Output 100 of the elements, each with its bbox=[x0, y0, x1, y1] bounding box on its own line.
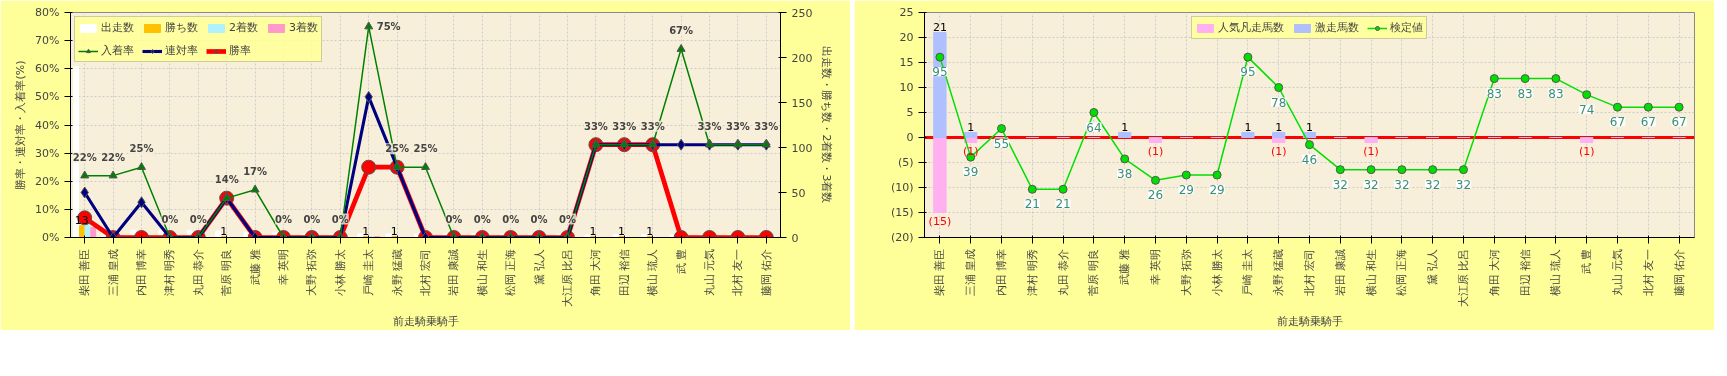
data-label: 33% bbox=[583, 120, 608, 132]
data-label: 39 bbox=[963, 165, 979, 180]
data-label: 83 bbox=[1517, 86, 1533, 101]
data-label: 67 bbox=[1640, 115, 1656, 130]
x-tick-label: 津村 明秀 bbox=[163, 248, 177, 296]
y2-tick-label: 100 bbox=[791, 141, 813, 155]
data-label: 32 bbox=[1332, 177, 1348, 192]
y-tick-label: 10 bbox=[899, 81, 914, 94]
x-tick-label: 岩田 康誠 bbox=[1333, 248, 1347, 296]
x-tick-label: 横山 和生 bbox=[1364, 248, 1378, 296]
y-tick-label: (20) bbox=[890, 231, 914, 244]
data-label: 21 bbox=[1055, 197, 1071, 212]
x-tick-label: 藤岡 佑介 bbox=[1672, 248, 1686, 296]
data-label: 75% bbox=[376, 21, 401, 33]
data-label: (1) bbox=[1363, 144, 1379, 158]
y-tick-label: 60% bbox=[35, 62, 60, 76]
x-axis-title: 前走騎乗騎手 bbox=[392, 315, 459, 328]
y-tick-label: 80% bbox=[35, 6, 60, 19]
data-label: 1 bbox=[1306, 120, 1313, 134]
legend-label: 連対率 bbox=[165, 43, 198, 58]
x-tick-label: 菅原 明良 bbox=[1087, 248, 1101, 296]
x-tick-label: 北村 宏司 bbox=[419, 248, 432, 296]
y-tick-label: 0% bbox=[42, 231, 60, 244]
data-label: 55 bbox=[993, 136, 1010, 151]
data-label: 67 bbox=[1671, 115, 1687, 130]
legend-label: 人気凡走馬数 bbox=[1218, 20, 1284, 35]
x-tick-label: 武 豊 bbox=[1580, 248, 1594, 274]
data-label: 0% bbox=[502, 213, 520, 225]
data-label: 32 bbox=[1394, 177, 1410, 192]
data-label: 83 bbox=[1548, 86, 1564, 101]
data-label: (15) bbox=[928, 214, 952, 228]
x-tick-label: 大江原 比呂 bbox=[561, 248, 574, 307]
data-label: 67% bbox=[669, 25, 694, 37]
x-tick-label: 柴田 善臣 bbox=[78, 248, 92, 296]
data-label: 22% bbox=[72, 151, 97, 163]
y-tick-label: 20% bbox=[35, 174, 60, 188]
x-tick-label: 戸崎 圭太 bbox=[1241, 248, 1255, 296]
data-label: 1 bbox=[589, 224, 597, 238]
y-tick-label: 15 bbox=[899, 56, 914, 69]
data-label: 17% bbox=[243, 165, 268, 177]
y-tick-label: (5) bbox=[897, 156, 914, 169]
x-tick-label: 小林 勝太 bbox=[1210, 248, 1224, 296]
x-tick-label: 丸山 元気 bbox=[1611, 248, 1624, 296]
data-label: 1 bbox=[967, 120, 975, 134]
data-label: 95 bbox=[932, 65, 948, 80]
data-label: 33% bbox=[697, 120, 722, 132]
data-label: 0% bbox=[445, 213, 463, 225]
x-tick-label: 松岡 正海 bbox=[1395, 248, 1409, 296]
x-tick-label: 幸 英明 bbox=[277, 248, 290, 285]
x-tick-label: 小林 勝太 bbox=[333, 248, 347, 296]
x-tick-label: 黛 弘人 bbox=[532, 248, 546, 285]
x-tick-label: 横山 琉人 bbox=[646, 248, 660, 296]
data-label: 83 bbox=[1486, 86, 1502, 101]
data-label: 25% bbox=[129, 143, 154, 155]
x-tick-label: 永野 猛蔵 bbox=[390, 248, 404, 296]
data-label: 1 bbox=[362, 224, 370, 238]
x-tick-label: 岩田 康誠 bbox=[447, 248, 461, 296]
data-label: 29 bbox=[1178, 183, 1194, 197]
y-tick-label: 40% bbox=[35, 118, 60, 132]
legend-label: 出走数 bbox=[101, 20, 134, 35]
legend-label: 勝ち数 bbox=[165, 20, 198, 35]
x-axis-title: 前走騎乗騎手 bbox=[1276, 315, 1343, 328]
data-label: 1 bbox=[390, 224, 398, 238]
data-label: 26 bbox=[1147, 188, 1164, 203]
y-tick-label: 10% bbox=[35, 202, 60, 216]
x-tick-label: 武藤 雅 bbox=[248, 248, 262, 285]
data-label: 32 bbox=[1425, 177, 1441, 192]
y-tick-label: 20 bbox=[899, 31, 914, 44]
data-label: 22% bbox=[101, 151, 126, 163]
legend-label: 入着率 bbox=[101, 43, 134, 58]
x-tick-label: 武 豊 bbox=[674, 248, 688, 274]
data-label: 1 bbox=[220, 224, 228, 238]
data-label: 1 bbox=[1121, 120, 1129, 134]
data-label: (1) bbox=[1147, 144, 1164, 158]
x-tick-label: 大野 拓弥 bbox=[1179, 248, 1193, 296]
x-tick-label: 黛 弘人 bbox=[1426, 248, 1440, 285]
x-tick-label: 菅原 明良 bbox=[220, 248, 234, 296]
y-tick-label: 50% bbox=[35, 90, 60, 104]
x-tick-label: 武藤 雅 bbox=[1118, 248, 1132, 285]
legend-label: 激走馬数 bbox=[1315, 20, 1359, 35]
y2-tick-label: 150 bbox=[791, 96, 813, 110]
data-label: 1 bbox=[1275, 120, 1283, 134]
y-tick-label: 5 bbox=[906, 106, 914, 119]
x-tick-label: 田辺 裕信 bbox=[617, 248, 631, 296]
data-label: 46 bbox=[1301, 152, 1318, 167]
x-tick-label: 柴田 善臣 bbox=[933, 248, 947, 296]
data-label: 64 bbox=[1086, 120, 1102, 135]
x-tick-label: 津村 明秀 bbox=[1025, 248, 1039, 296]
data-label: 1 bbox=[617, 224, 625, 238]
data-label: 1 bbox=[646, 224, 654, 238]
x-tick-label: 松岡 正海 bbox=[504, 248, 518, 296]
data-label: 33% bbox=[725, 120, 750, 132]
data-label: 0% bbox=[331, 213, 349, 225]
data-label: 32 bbox=[1363, 177, 1379, 192]
x-tick-label: 北村 友一 bbox=[731, 248, 745, 296]
data-label: 95 bbox=[1240, 65, 1256, 80]
data-label: 33% bbox=[754, 120, 779, 132]
data-label: 33% bbox=[640, 120, 665, 132]
y2-tick-label: 200 bbox=[791, 51, 813, 65]
data-label: 25% bbox=[385, 143, 410, 155]
